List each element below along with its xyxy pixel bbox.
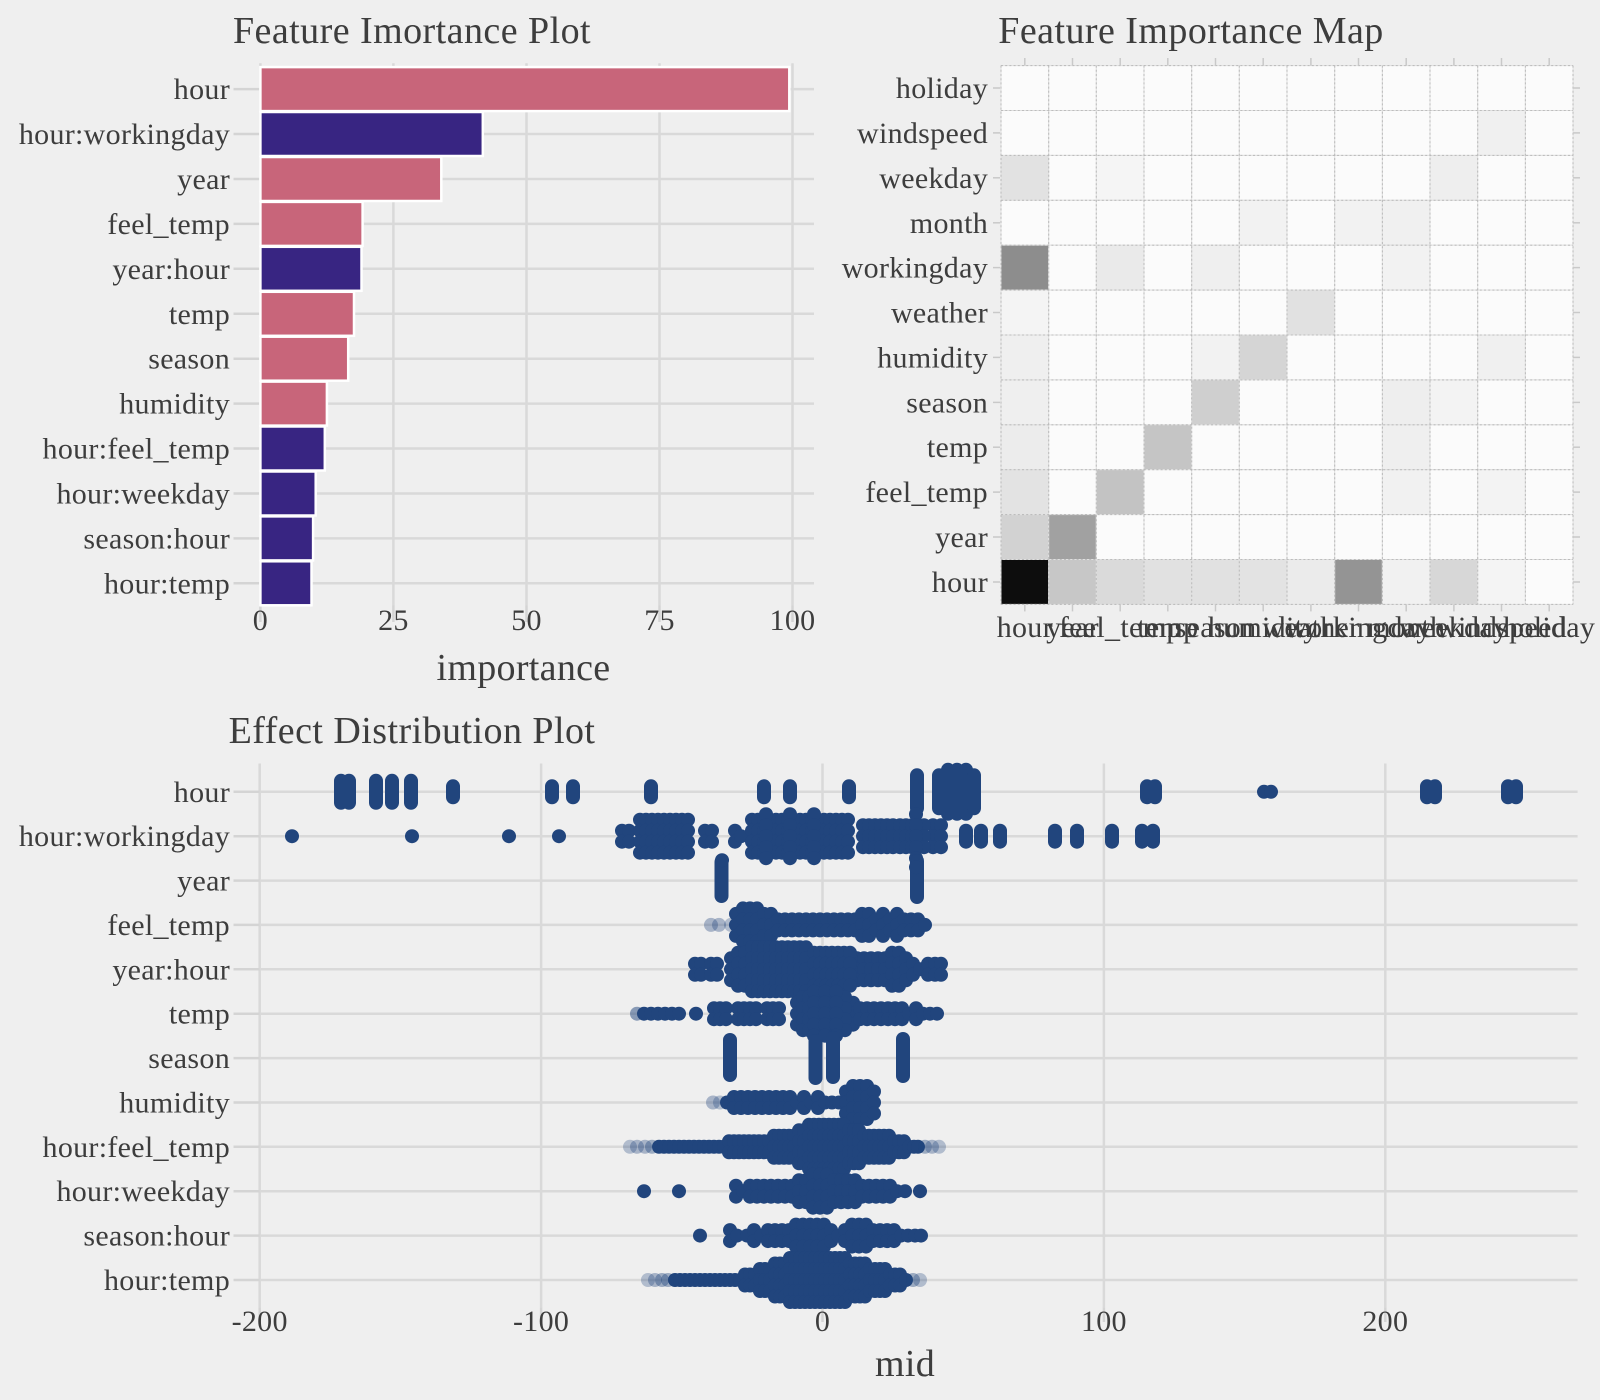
svg-text:200: 200 (1362, 1305, 1408, 1338)
svg-text:windspeed: windspeed (857, 117, 988, 150)
svg-text:weather: weather (891, 297, 988, 330)
svg-text:100: 100 (770, 604, 816, 637)
svg-text:season: season (148, 343, 230, 376)
svg-text:0: 0 (253, 604, 268, 637)
svg-text:windspeed: windspeed (1436, 611, 1567, 644)
svg-text:100: 100 (1081, 1305, 1127, 1338)
svg-text:hour:workingday: hour:workingday (19, 118, 230, 151)
svg-text:hour:temp: hour:temp (104, 1264, 230, 1297)
svg-text:year: year (177, 163, 230, 196)
svg-text:mid: mid (875, 1343, 935, 1385)
svg-text:humidity: humidity (119, 388, 230, 421)
svg-text:humidity: humidity (119, 1087, 230, 1120)
svg-text:year:hour: year:hour (112, 953, 230, 986)
svg-text:season:hour: season:hour (83, 522, 230, 555)
svg-text:temp: temp (169, 998, 230, 1031)
svg-text:humidity: humidity (1208, 611, 1319, 644)
svg-text:hour: hour (174, 776, 230, 809)
svg-text:25: 25 (378, 604, 409, 637)
svg-text:holiday: holiday (896, 72, 988, 105)
svg-text:hour:weekday: hour:weekday (56, 478, 230, 511)
svg-text:workingday: workingday (1285, 611, 1431, 644)
svg-text:75: 75 (644, 604, 675, 637)
svg-text:Effect Distribution Plot: Effect Distribution Plot (229, 710, 596, 752)
svg-text:hour:feel_temp: hour:feel_temp (43, 433, 230, 466)
svg-text:weekday: weekday (1400, 611, 1509, 644)
svg-text:holiday: holiday (1503, 611, 1595, 644)
svg-text:hour:weekday: hour:weekday (56, 1175, 230, 1208)
svg-text:year:hour: year:hour (112, 253, 230, 286)
svg-text:feel_temp: feel_temp (107, 909, 230, 942)
svg-text:year: year (1046, 611, 1099, 644)
svg-text:season: season (148, 1042, 230, 1075)
svg-text:season: season (1175, 611, 1257, 644)
svg-text:-100: -100 (513, 1305, 569, 1338)
svg-text:hour:temp: hour:temp (104, 567, 230, 600)
svg-text:Feature Importance Map: Feature Importance Map (998, 10, 1384, 52)
svg-text:-200: -200 (232, 1305, 288, 1338)
svg-text:temp: temp (927, 431, 988, 464)
svg-text:feel_temp: feel_temp (107, 208, 230, 241)
svg-text:hour:workingday: hour:workingday (19, 820, 230, 853)
svg-text:weekday: weekday (879, 162, 988, 195)
svg-text:importance: importance (437, 647, 611, 689)
svg-text:50: 50 (511, 604, 542, 637)
svg-text:feel_temp: feel_temp (1059, 611, 1182, 644)
svg-text:year: year (935, 521, 988, 554)
svg-text:hour: hour (174, 73, 230, 106)
svg-text:hour: hour (997, 611, 1053, 644)
svg-text:0: 0 (815, 1305, 830, 1338)
svg-text:season:hour: season:hour (83, 1220, 230, 1253)
svg-text:Feature Imortance Plot: Feature Imortance Plot (233, 10, 591, 52)
svg-text:feel_temp: feel_temp (865, 476, 988, 509)
svg-text:month: month (1367, 611, 1445, 644)
svg-text:year: year (177, 865, 230, 898)
svg-text:workingday: workingday (842, 252, 988, 285)
svg-text:humidity: humidity (877, 341, 988, 374)
svg-text:temp: temp (169, 298, 230, 331)
svg-text:hour:feel_temp: hour:feel_temp (43, 1131, 230, 1164)
svg-text:temp: temp (1137, 611, 1198, 644)
svg-text:month: month (910, 207, 988, 240)
svg-text:hour: hour (932, 566, 988, 599)
svg-text:season: season (906, 386, 988, 419)
svg-text:weather: weather (1262, 611, 1359, 644)
